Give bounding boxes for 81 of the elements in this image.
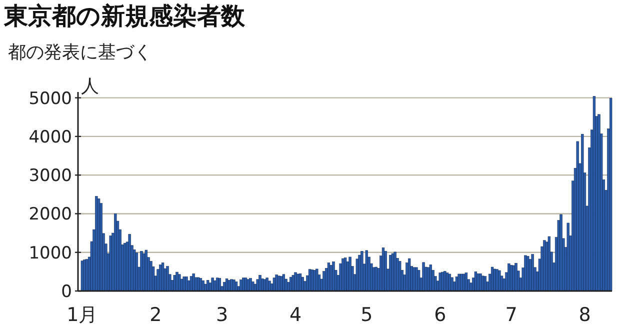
bar [384, 251, 387, 292]
bar [192, 273, 195, 292]
y-tick-label: 1000 [28, 243, 72, 264]
y-tick-label: 3000 [28, 166, 72, 186]
bar [202, 280, 204, 292]
bar [322, 271, 326, 292]
y-tick-label: 5000 [28, 88, 72, 109]
bar [479, 273, 482, 292]
bar [232, 280, 236, 292]
bar [150, 261, 152, 292]
bar [258, 275, 262, 292]
bar [176, 272, 178, 292]
bar [510, 264, 513, 292]
bar [458, 274, 460, 292]
chart-title: 東京都の新規感染者数 [3, 2, 246, 30]
bar [218, 278, 222, 292]
bar [275, 274, 278, 292]
bar [310, 270, 314, 292]
bar [576, 141, 579, 292]
bar [609, 98, 612, 292]
y-tick-label: 4000 [28, 127, 72, 148]
bar [524, 255, 527, 292]
bar [446, 272, 449, 292]
x-tick-label: 8 [578, 304, 591, 326]
bar [83, 260, 86, 292]
bar [268, 280, 271, 292]
bar [415, 267, 418, 292]
bar [246, 279, 250, 292]
bar [484, 276, 487, 292]
bar [391, 253, 394, 292]
bar [204, 284, 207, 292]
bar [263, 279, 266, 292]
bar [313, 270, 316, 292]
bar [86, 259, 88, 292]
bar [308, 269, 312, 292]
bar [296, 274, 300, 292]
bar [214, 280, 216, 292]
bar [476, 273, 480, 292]
bar [301, 276, 304, 292]
bar [95, 196, 98, 292]
bar [185, 276, 188, 292]
x-tick-label: 7 [505, 304, 518, 326]
bar [394, 252, 396, 292]
bar [159, 264, 162, 292]
bar [464, 272, 468, 292]
bar [342, 258, 344, 292]
bar [493, 268, 496, 292]
x-tick-label: 2 [150, 304, 162, 326]
y-axis-title: 人 [81, 76, 99, 97]
bar [560, 214, 562, 292]
x-tick-label: 3 [216, 304, 228, 326]
bar [358, 254, 361, 292]
bar [199, 278, 202, 292]
bar [514, 263, 518, 292]
bar [496, 269, 498, 292]
y-tick-label: 2000 [28, 204, 72, 225]
bar [448, 274, 451, 292]
bar [460, 274, 463, 292]
bar [412, 267, 416, 292]
bar [592, 96, 596, 292]
bar [292, 275, 294, 292]
bar [332, 261, 335, 292]
bar [327, 262, 330, 292]
bar [135, 252, 138, 292]
x-tick-label: 5 [360, 304, 373, 326]
bar [382, 248, 385, 292]
bar [598, 114, 600, 292]
x-tick-label: 6 [434, 304, 446, 326]
bar [194, 277, 198, 292]
bar [474, 272, 478, 292]
bar [498, 270, 501, 292]
bar [512, 265, 515, 292]
bar [441, 272, 444, 292]
x-tick-label: 1月 [66, 304, 98, 326]
chart-subtitle: 都の発表に基づく [8, 42, 152, 63]
bar [128, 234, 131, 292]
y-tick-label: 0 [61, 282, 72, 302]
bar [80, 260, 84, 292]
x-tick-label: 4 [289, 304, 302, 326]
bar [294, 272, 297, 292]
bar [450, 277, 454, 292]
